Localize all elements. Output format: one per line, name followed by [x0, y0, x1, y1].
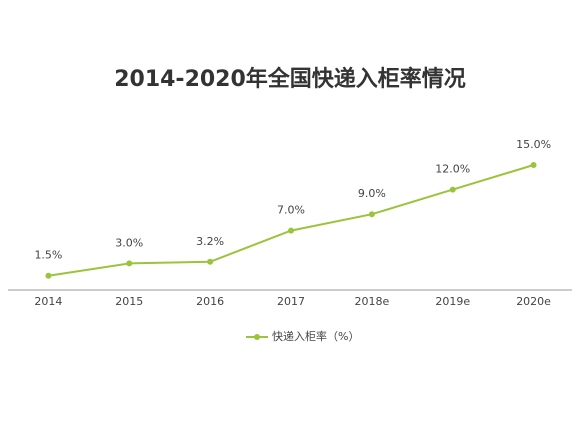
- x-tick-label: 2017: [277, 295, 305, 308]
- data-label: 9.0%: [358, 187, 386, 200]
- data-label: 15.0%: [516, 138, 551, 151]
- x-tick-label: 2014: [34, 295, 62, 308]
- data-label: 1.5%: [34, 249, 62, 262]
- x-tick-label: 2018e: [354, 295, 389, 308]
- point: [126, 260, 133, 267]
- line: [48, 164, 534, 277]
- point: [288, 227, 294, 234]
- chart-title: 2014-2020年全国快递入柜率情况: [114, 66, 466, 92]
- data-label: 3.0%: [115, 236, 143, 249]
- point: [207, 258, 214, 265]
- x-tick-label: 2019e: [435, 295, 470, 308]
- data-label: 3.2%: [196, 235, 224, 248]
- legend-marker: [254, 334, 260, 340]
- x-tick-label: 2015: [115, 295, 143, 308]
- legend-label: 快递入柜率（%）: [272, 329, 359, 343]
- point: [368, 211, 375, 218]
- point: [45, 272, 52, 279]
- x-tick-label: 2016: [196, 295, 224, 308]
- point: [449, 186, 456, 193]
- point: [530, 162, 537, 168]
- x-tick-label: 2020e: [516, 295, 551, 308]
- data-label: 7.0%: [277, 204, 305, 217]
- data-label: 12.0%: [435, 163, 470, 176]
